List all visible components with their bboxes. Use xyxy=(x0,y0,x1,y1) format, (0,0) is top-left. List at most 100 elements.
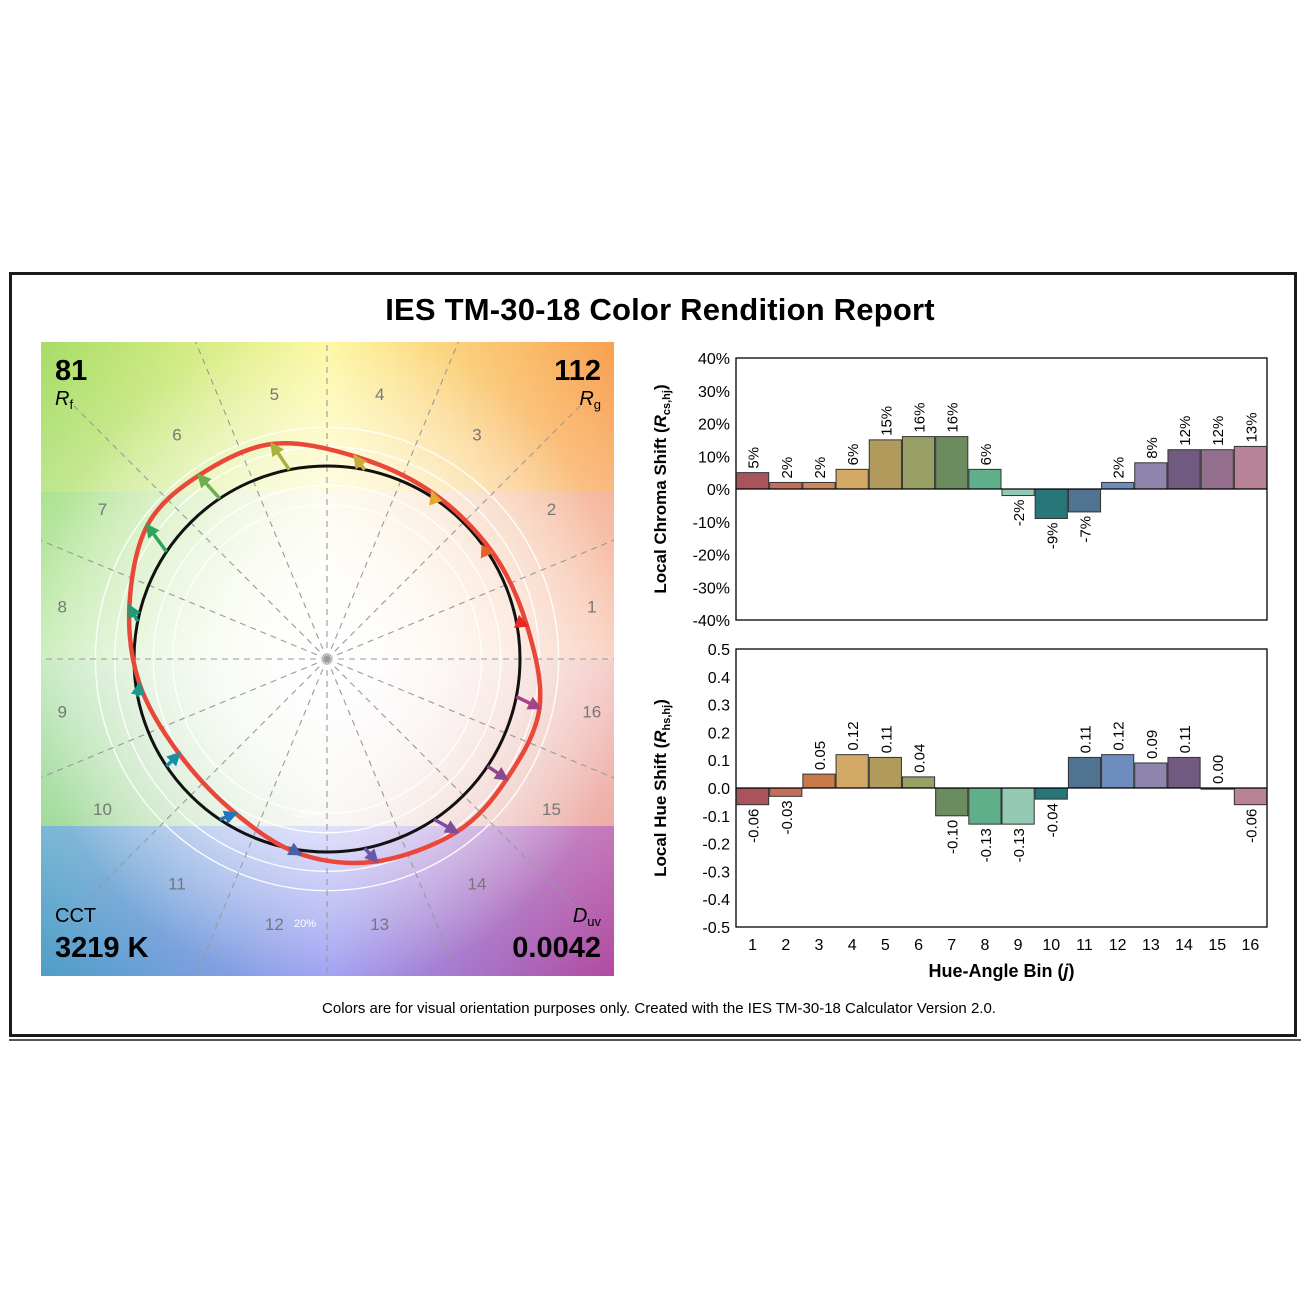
bar-7 xyxy=(935,436,969,490)
bar-4 xyxy=(835,754,869,789)
value-label-2: 2% xyxy=(779,457,796,479)
y-tick-label: 0.3 xyxy=(708,698,730,715)
bin-label-16: 16 xyxy=(582,703,601,722)
x-tick-label-6: 6 xyxy=(914,937,923,954)
value-label-12: 2% xyxy=(1111,457,1128,479)
bin-label-3: 3 xyxy=(472,426,481,445)
value-label-9: -0.13 xyxy=(1011,828,1028,862)
bin-divider-line xyxy=(41,539,328,660)
bar-2 xyxy=(769,481,803,490)
bin-divider-line xyxy=(326,539,614,660)
value-label-13: 0.09 xyxy=(1144,730,1161,759)
y-tick-label: -0.4 xyxy=(702,892,730,909)
bin-divider-line xyxy=(326,658,459,976)
shift-arrow-15 xyxy=(486,764,510,781)
footer-note: Colors are for visual orientation purpos… xyxy=(322,1000,996,1017)
x-tick-label-15: 15 xyxy=(1208,937,1226,954)
x-tick-label-8: 8 xyxy=(980,937,989,954)
rg-label: Rg xyxy=(579,388,601,412)
duv-label: Duv xyxy=(573,905,602,929)
value-label-2: -0.03 xyxy=(779,800,796,834)
y-tick-label: -30% xyxy=(693,580,730,597)
shift-arrow-7 xyxy=(145,523,168,553)
bar-16 xyxy=(1233,445,1267,490)
cct-value: 3219 K xyxy=(55,932,149,964)
report-title: IES TM-30-18 Color Rendition Report xyxy=(385,292,935,327)
value-label-7: 16% xyxy=(945,403,962,433)
shift-arrow-3 xyxy=(429,489,443,506)
bin-label-4: 4 xyxy=(375,385,384,404)
x-tick-label-12: 12 xyxy=(1109,937,1127,954)
rf-value: 81 xyxy=(55,355,87,387)
bar-12 xyxy=(1101,754,1135,789)
y-tick-label: 20% xyxy=(698,417,730,434)
value-label-14: 0.11 xyxy=(1177,725,1194,753)
y-axis-label: Local Chroma Shift (Rcs,hj) xyxy=(651,384,673,593)
bar-11 xyxy=(1067,756,1102,789)
y-tick-label: -0.3 xyxy=(702,864,730,881)
bin-label-7: 7 xyxy=(98,500,107,519)
bar-11 xyxy=(1067,488,1102,513)
bin-divider-line xyxy=(326,658,614,779)
frame-shadow xyxy=(9,1039,1301,1041)
y-tick-label: 40% xyxy=(698,351,730,368)
bar-5 xyxy=(868,439,902,490)
bar-15 xyxy=(1200,449,1234,490)
x-tick-label-16: 16 xyxy=(1242,937,1260,954)
value-label-16: -0.06 xyxy=(1243,809,1260,843)
shift-arrow-4 xyxy=(353,454,368,471)
bar-13 xyxy=(1134,762,1168,789)
bin-label-11: 11 xyxy=(168,874,186,893)
shift-arrow-12 xyxy=(287,842,303,856)
x-tick-label-4: 4 xyxy=(848,937,857,954)
value-label-5: 15% xyxy=(878,406,895,436)
value-label-4: 6% xyxy=(845,444,862,466)
duv-value: 0.0042 xyxy=(512,932,601,964)
y-axis-label: Local Hue Shift (Rhs,hj) xyxy=(651,699,673,877)
bar-1 xyxy=(736,787,770,806)
bin-label-12: 12 xyxy=(265,915,284,934)
bin-divider-line xyxy=(326,658,582,914)
bar-10 xyxy=(1034,787,1068,800)
value-label-5: 0.11 xyxy=(878,725,895,753)
shift-arrow-8 xyxy=(127,603,141,623)
ring-label-outer: 20% xyxy=(294,918,316,930)
bar-5 xyxy=(868,756,902,789)
value-label-3: 0.05 xyxy=(812,741,829,770)
value-label-6: 0.04 xyxy=(912,744,929,773)
bin-label-10: 10 xyxy=(93,800,112,819)
x-axis-label: Hue-Angle Bin (j) xyxy=(928,961,1074,981)
value-label-1: 5% xyxy=(746,447,763,469)
ring-label-inner: -20% xyxy=(292,808,318,820)
y-tick-label: -20% xyxy=(693,548,730,565)
bin-label-8: 8 xyxy=(57,597,66,616)
bar-14 xyxy=(1167,756,1201,789)
bin-divider-line xyxy=(326,404,582,660)
value-label-12: 0.12 xyxy=(1111,721,1128,750)
bin-label-14: 14 xyxy=(468,874,487,893)
bin-label-6: 6 xyxy=(172,426,181,445)
value-label-11: 0.11 xyxy=(1077,725,1094,753)
value-label-16: 13% xyxy=(1243,412,1260,442)
value-label-15: 0.00 xyxy=(1210,755,1227,784)
shift-arrow-16 xyxy=(515,695,543,710)
bar-14 xyxy=(1167,449,1201,490)
rf-label: Rf xyxy=(55,388,73,412)
value-label-7: -0.10 xyxy=(945,820,962,854)
bar-8 xyxy=(968,468,1002,490)
bar-8 xyxy=(968,787,1002,825)
shift-arrow-14 xyxy=(433,817,460,834)
value-label-10: -9% xyxy=(1044,522,1061,549)
bin-divider-line xyxy=(195,658,328,976)
value-label-10: -0.04 xyxy=(1044,803,1061,837)
bin-label-5: 5 xyxy=(270,385,279,404)
y-tick-label: 10% xyxy=(698,449,730,466)
bin-divider-line xyxy=(326,342,459,660)
x-tick-label-14: 14 xyxy=(1175,937,1193,954)
y-tick-label: -0.2 xyxy=(702,837,730,854)
bar-4 xyxy=(835,468,869,490)
y-tick-label: 0.4 xyxy=(708,670,730,687)
cct-label: CCT xyxy=(55,905,96,927)
bar-7 xyxy=(935,787,969,817)
